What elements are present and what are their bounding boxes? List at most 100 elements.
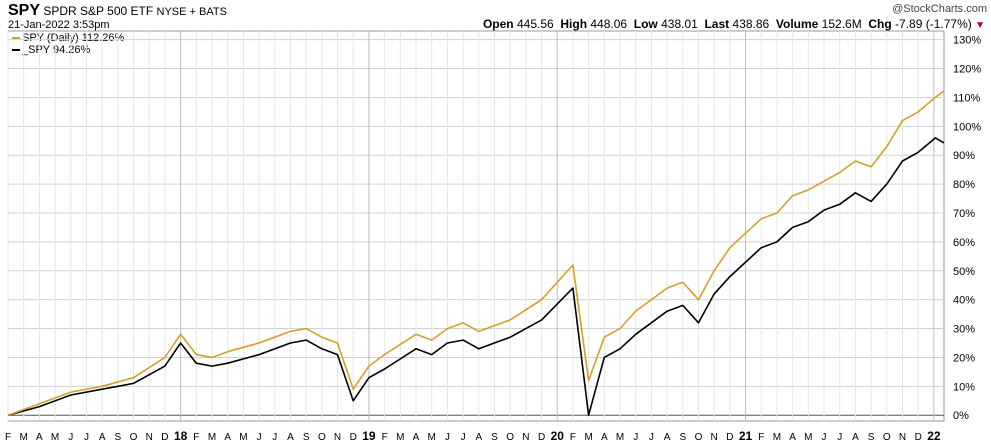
- y-tick-label: 60%: [953, 237, 975, 249]
- x-tick-label: D: [726, 432, 733, 443]
- series-line-spy: [7, 137, 945, 417]
- x-tick-label: N: [334, 432, 341, 443]
- x-tick-label: 20: [551, 429, 565, 443]
- x-tick-label: A: [789, 432, 796, 443]
- y-tick-label: 30%: [953, 324, 975, 336]
- x-tick-label: M: [773, 432, 781, 443]
- chg-value: -7.89 (-1.77%): [895, 17, 972, 31]
- x-tick-label: S: [491, 432, 498, 443]
- y-tick-label: 20%: [953, 352, 975, 364]
- x-tick-label: S: [115, 432, 122, 443]
- x-tick-label: N: [522, 432, 529, 443]
- x-tick-label: A: [224, 432, 231, 443]
- x-tick-label: A: [852, 432, 859, 443]
- x-tick-label: 19: [362, 429, 376, 443]
- x-tick-label: J: [837, 432, 842, 443]
- x-tick-label: D: [161, 432, 168, 443]
- x-tick-label: D: [915, 432, 922, 443]
- low-label: Low: [633, 17, 658, 31]
- y-tick-label: 0%: [953, 410, 969, 422]
- last-label: Last: [704, 17, 730, 31]
- volume-label: Volume: [775, 17, 819, 31]
- y-tick-label: 120%: [953, 64, 981, 76]
- x-tick-label: S: [868, 432, 875, 443]
- legend-swatch: [12, 49, 20, 52]
- exchange: NYSE + BATS: [156, 6, 227, 18]
- x-tick-label: J: [84, 432, 89, 443]
- x-tick-label: J: [445, 432, 450, 443]
- x-tick-label: 18: [174, 429, 188, 443]
- x-tick-label: A: [287, 432, 294, 443]
- x-tick-label: M: [396, 432, 404, 443]
- x-tick-label: O: [506, 432, 514, 443]
- x-tick-label: J: [822, 432, 827, 443]
- x-tick-label: J: [272, 432, 277, 443]
- x-tick-label: M: [804, 432, 812, 443]
- x-tick-label: M: [51, 432, 59, 443]
- x-tick-label: A: [99, 432, 106, 443]
- x-tick-label: D: [350, 432, 357, 443]
- x-tick-label: J: [461, 432, 466, 443]
- volume-value: 152.6M: [821, 17, 862, 31]
- x-tick-label: J: [633, 432, 638, 443]
- y-tick-label: 130%: [953, 35, 981, 47]
- x-tick-label: M: [239, 432, 247, 443]
- x-tick-label: O: [695, 432, 703, 443]
- x-tick-label: F: [193, 432, 199, 443]
- x-tick-label: O: [318, 432, 326, 443]
- x-tick-label: S: [679, 432, 686, 443]
- x-tick-label: F: [5, 432, 11, 443]
- x-tick-label: A: [413, 432, 420, 443]
- open-value: 445.56: [516, 17, 554, 31]
- x-tick-label: M: [20, 432, 28, 443]
- low-value: 438.01: [661, 17, 698, 31]
- x-tick-label: 21: [739, 429, 753, 443]
- legend-item-spy-daily: SPY (Daily) 112.26%: [12, 32, 124, 44]
- x-tick-label: F: [382, 432, 388, 443]
- plot-frame: [7, 30, 945, 422]
- x-tick-label: A: [664, 432, 671, 443]
- x-tick-label: A: [36, 432, 43, 443]
- y-tick-label: 80%: [953, 179, 975, 191]
- symbol: SPY: [8, 2, 41, 19]
- triangle-down-icon: ▼: [975, 20, 985, 31]
- x-tick-label: O: [130, 432, 138, 443]
- x-tick-label: D: [538, 432, 545, 443]
- x-tick-label: M: [616, 432, 624, 443]
- x-tick-label: M: [208, 432, 216, 443]
- x-tick-label: N: [899, 432, 906, 443]
- x-tick-label: F: [758, 432, 764, 443]
- x-tick-label: M: [584, 432, 592, 443]
- copyright: @StockCharts.com: [892, 3, 987, 15]
- x-tick-label: F: [570, 432, 576, 443]
- x-tick-label: 22: [927, 429, 941, 443]
- security-name: SPDR S&P 500 ETF: [43, 4, 154, 18]
- x-tick-label: N: [711, 432, 718, 443]
- high-label: High: [560, 17, 588, 31]
- legend-swatch: [12, 37, 20, 40]
- y-tick-label: 110%: [953, 92, 981, 104]
- quote-bar: Open 445.56 High 448.06 Low 438.01 Last …: [483, 17, 985, 31]
- x-tick-label: A: [475, 432, 482, 443]
- x-tick-label: M: [428, 432, 436, 443]
- y-tick-label: 90%: [953, 150, 975, 162]
- open-label: Open: [482, 17, 514, 31]
- x-tick-label: J: [649, 432, 654, 443]
- x-tick-label: J: [68, 432, 73, 443]
- x-tick-label: J: [257, 432, 262, 443]
- y-tick-label: 10%: [953, 381, 975, 393]
- x-tick-label: O: [883, 432, 891, 443]
- x-tick-label: A: [601, 432, 608, 443]
- chg-label: Chg: [868, 17, 892, 31]
- chart-datetime: 21-Jan-2022 3:53pm: [8, 19, 110, 31]
- y-tick-label: 70%: [953, 208, 975, 220]
- last-value: 438.86: [732, 17, 770, 31]
- x-tick-label: S: [303, 432, 310, 443]
- x-tick-label: N: [146, 432, 153, 443]
- y-tick-label: 50%: [953, 266, 975, 278]
- y-tick-label: 40%: [953, 295, 975, 307]
- legend-label: SPY (Daily) 112.26%: [22, 32, 125, 44]
- chart-header: SPY SPDR S&P 500 ETF NYSE + BATS: [8, 2, 227, 20]
- y-tick-label: 100%: [953, 121, 981, 133]
